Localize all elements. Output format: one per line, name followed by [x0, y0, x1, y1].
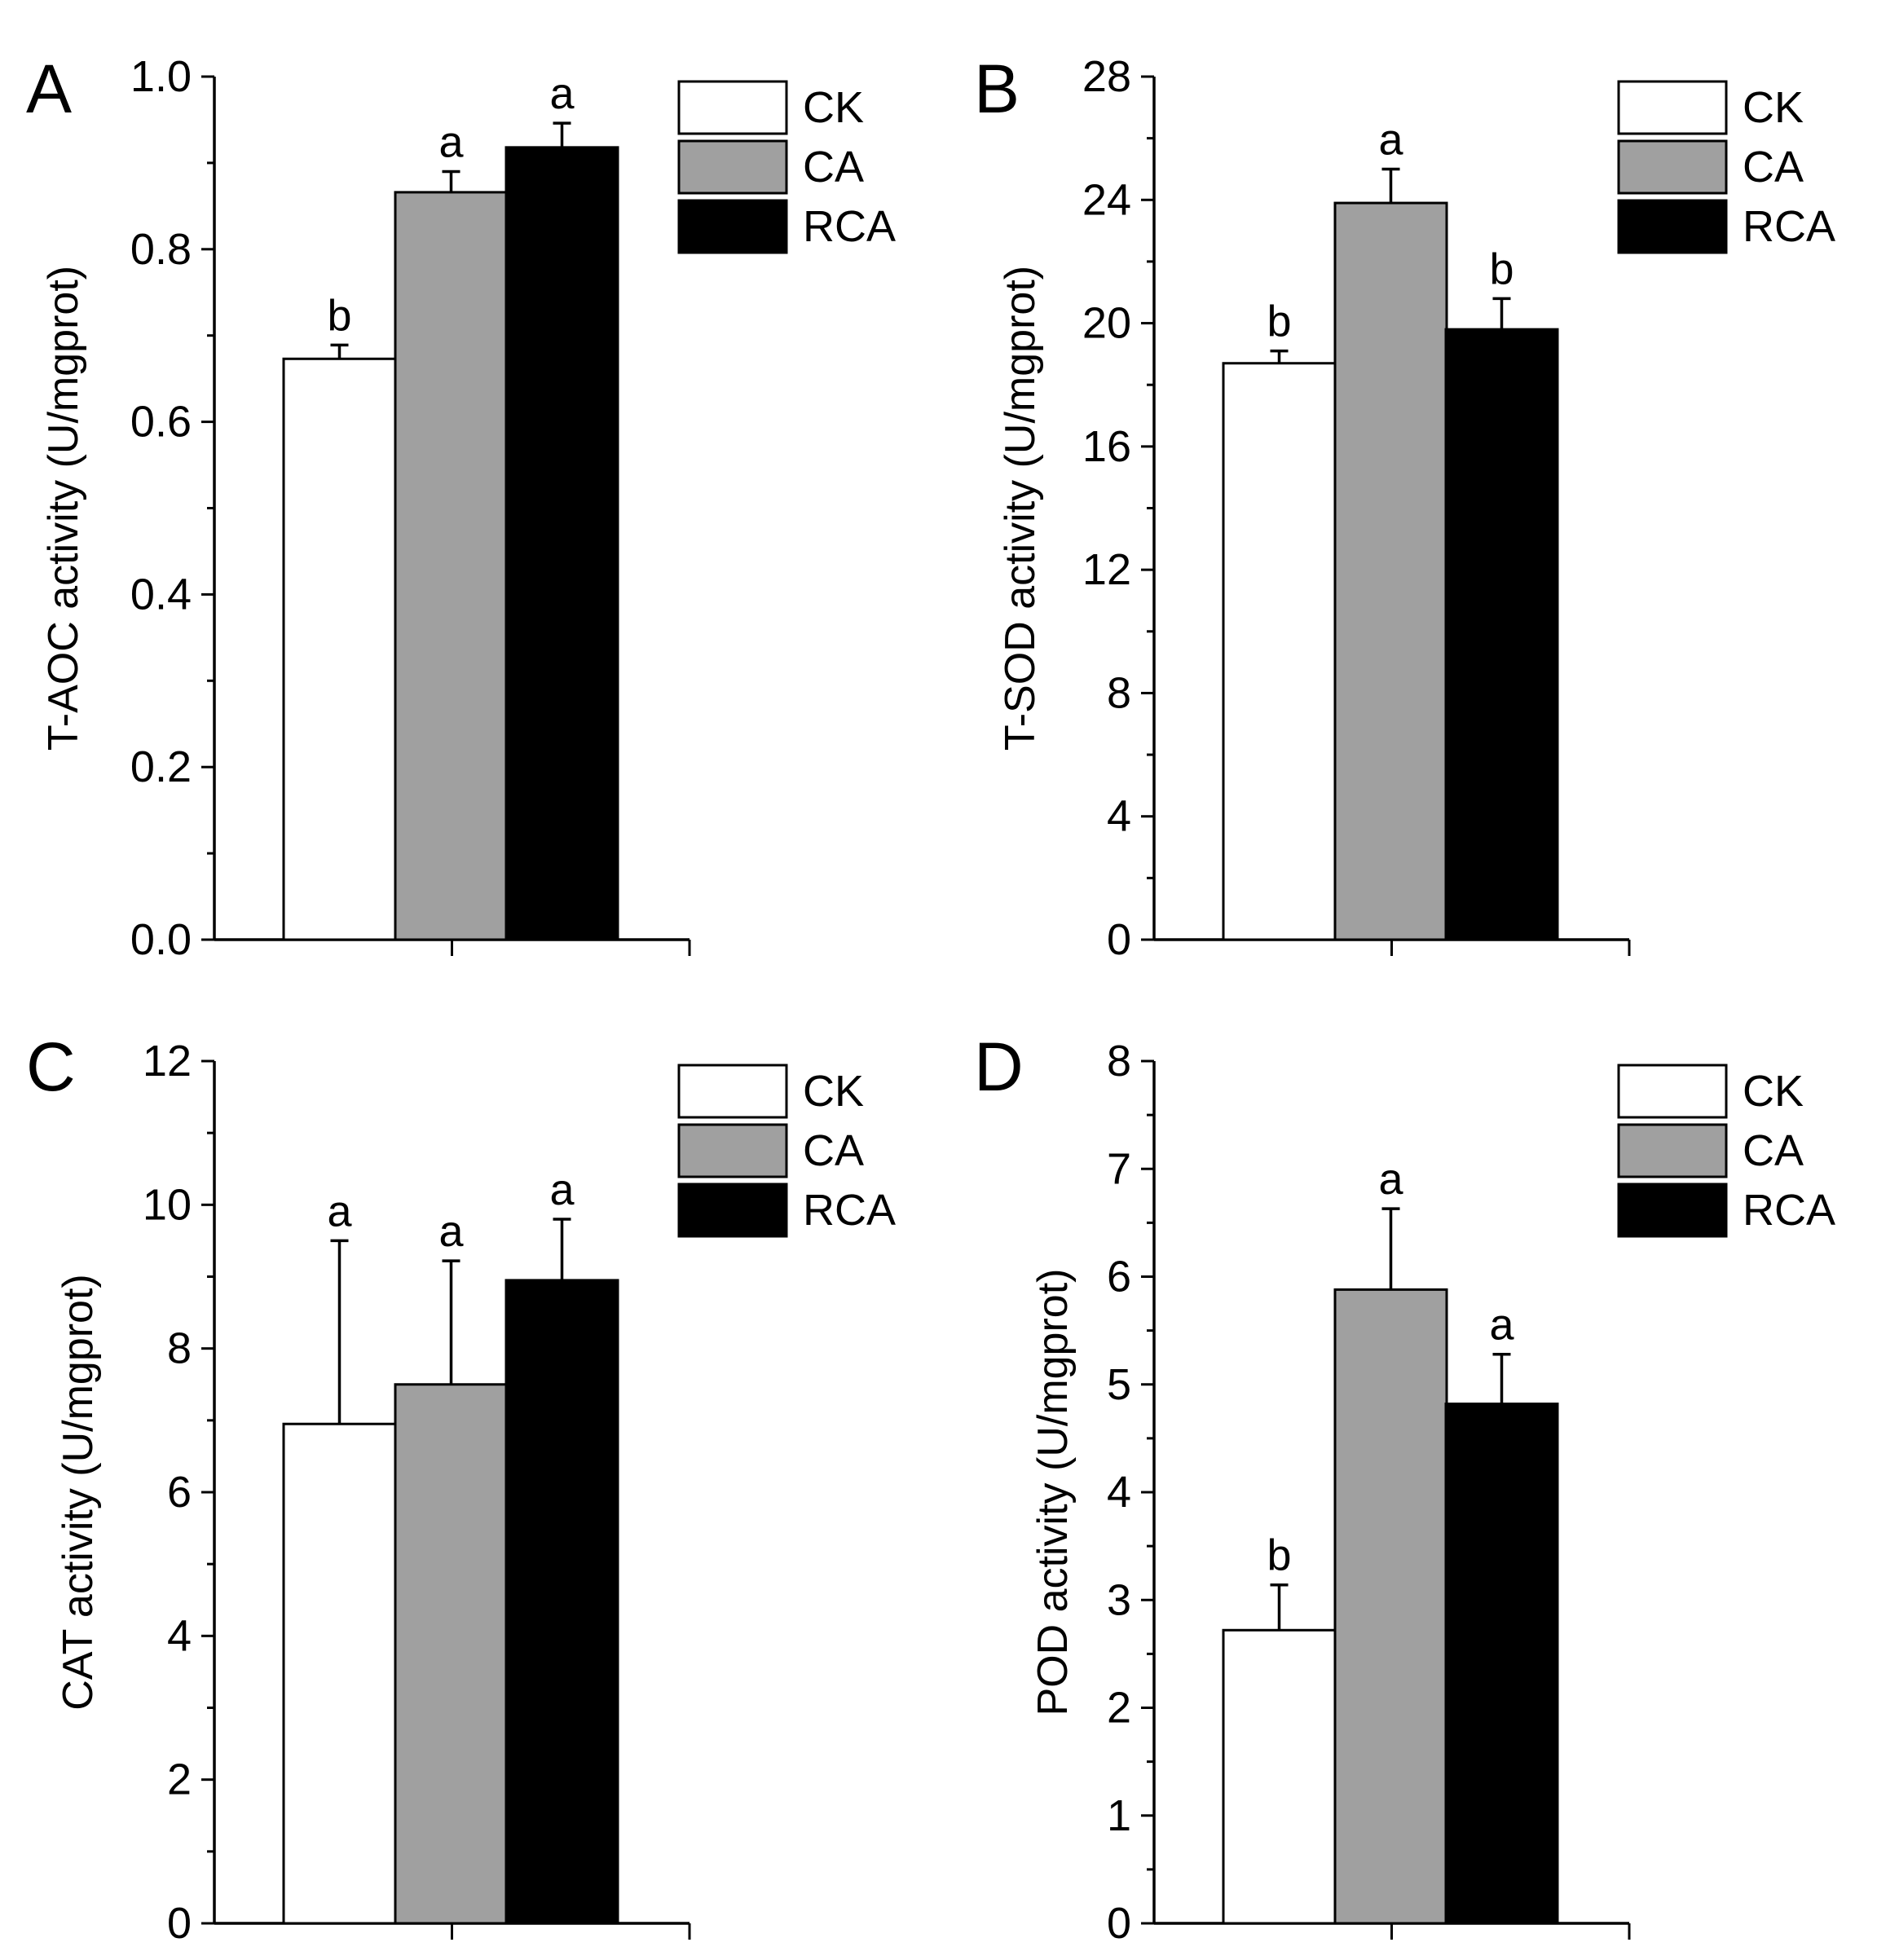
- y-tick-label: 0.2: [130, 742, 192, 791]
- significance-label: a: [1378, 1155, 1403, 1204]
- y-tick-label: 4: [1107, 792, 1131, 841]
- panel-letter: C: [26, 1028, 76, 1105]
- y-tick-label: 8: [1107, 668, 1131, 717]
- y-tick-label: 5: [1107, 1360, 1131, 1409]
- panel-c: C 0 2 4 6 8 10 12 CAT activity (U/mgprot) a a a CK CA…: [26, 1028, 896, 1948]
- significance-label: a: [549, 1165, 575, 1214]
- bar-ck: [282, 1422, 397, 1925]
- legend-swatch-ck: [1617, 80, 1728, 135]
- panel-letter: B: [974, 51, 1020, 127]
- legend-label: CA: [803, 143, 864, 192]
- panel-d: D 0 1 2 3 4 5 6 7 8 POD activity (U/mgprot) b a a CK CA…: [974, 1028, 1835, 1948]
- y-tick-label: 2: [1107, 1684, 1131, 1733]
- legend-label: RCA: [803, 202, 896, 251]
- legend-swatch-rca: [677, 1183, 788, 1238]
- y-tick-label: 2: [167, 1755, 192, 1804]
- legend-swatch-ca: [1617, 1123, 1728, 1178]
- legend-label: CA: [1743, 143, 1804, 192]
- legend-swatch-ck: [677, 1064, 788, 1119]
- bar-ck: [1222, 1628, 1337, 1925]
- y-tick-label: 8: [167, 1324, 192, 1373]
- legend-label: RCA: [803, 1186, 896, 1235]
- panel-a: A 0.0 0.2 0.4 0.6 0.8 1.0 T-AOC activity (U/mgp…: [26, 51, 896, 964]
- legend-label: CK: [1743, 1067, 1804, 1116]
- significance-label: b: [1267, 1531, 1291, 1580]
- y-tick-label: 3: [1107, 1575, 1131, 1624]
- legend-label: CK: [803, 1067, 864, 1116]
- y-tick-label: 0: [167, 1899, 192, 1948]
- y-axis-label: T-SOD activity (U/mgprot): [997, 266, 1044, 751]
- significance-label: a: [1489, 1301, 1514, 1350]
- bar-ca: [394, 191, 509, 941]
- y-tick-label: 0.4: [130, 570, 192, 619]
- legend-swatch-rca: [1617, 1183, 1728, 1238]
- bar-ca: [394, 1383, 509, 1925]
- panel-letter: A: [26, 51, 72, 127]
- significance-label: b: [1267, 297, 1291, 346]
- significance-label: a: [438, 1207, 464, 1256]
- y-axis-label: POD activity (U/mgprot): [1029, 1269, 1077, 1716]
- y-axis-label: CAT activity (U/mgprot): [55, 1274, 102, 1711]
- legend-label: RCA: [1743, 1186, 1835, 1235]
- bar-ca: [1333, 1288, 1448, 1925]
- legend-label: RCA: [1743, 202, 1835, 251]
- significance-label: a: [327, 1187, 352, 1235]
- y-tick-label: 8: [1107, 1037, 1131, 1086]
- legend-label: CA: [803, 1126, 864, 1175]
- bar-ck: [1222, 362, 1337, 941]
- y-tick-label: 4: [167, 1611, 192, 1660]
- y-tick-label: 0: [1107, 1899, 1131, 1948]
- bar-rca: [1444, 328, 1559, 941]
- y-tick-label: 12: [143, 1037, 192, 1086]
- y-tick-label: 6: [1107, 1253, 1131, 1302]
- significance-label: a: [438, 117, 464, 166]
- bar-rca: [504, 1279, 619, 1925]
- y-tick-label: 16: [1082, 422, 1131, 471]
- significance-label: b: [1489, 244, 1513, 293]
- y-tick-label: 28: [1082, 52, 1131, 101]
- legend-swatch-rca: [1617, 199, 1728, 254]
- panel-b: B 0 4 8 12 16 20 24 28 T-SOD activity (U/mgprot) b…: [974, 51, 1835, 964]
- bar-ck: [282, 357, 397, 941]
- legend-label: CK: [803, 83, 864, 132]
- y-tick-label: 24: [1082, 175, 1131, 224]
- legend-swatch-ck: [1617, 1064, 1728, 1119]
- bar-rca: [1444, 1403, 1559, 1925]
- legend-swatch-ca: [677, 139, 788, 195]
- y-tick-label: 0.8: [130, 225, 192, 274]
- significance-label: a: [549, 69, 575, 118]
- significance-label: b: [327, 291, 351, 340]
- legend-label: CK: [1743, 83, 1804, 132]
- legend-label: CA: [1743, 1126, 1804, 1175]
- legend-swatch-ck: [677, 80, 788, 135]
- bar-rca: [504, 146, 619, 941]
- y-tick-label: 0.0: [130, 915, 192, 964]
- y-tick-label: 20: [1082, 299, 1131, 348]
- y-tick-label: 0.6: [130, 398, 192, 447]
- bar-ca: [1333, 201, 1448, 941]
- y-axis-label: T-AOC activity (U/mgprot): [40, 266, 87, 751]
- y-tick-label: 12: [1082, 545, 1131, 594]
- y-tick-label: 1: [1107, 1791, 1131, 1840]
- y-tick-label: 1.0: [130, 52, 192, 101]
- y-tick-label: 0: [1107, 915, 1131, 964]
- y-tick-label: 7: [1107, 1144, 1131, 1193]
- y-tick-label: 10: [143, 1180, 192, 1229]
- legend-swatch-ca: [1617, 139, 1728, 195]
- legend-swatch-rca: [677, 199, 788, 254]
- panel-letter: D: [974, 1028, 1024, 1105]
- significance-label: a: [1378, 115, 1403, 164]
- legend-swatch-ca: [677, 1123, 788, 1178]
- y-tick-label: 6: [167, 1468, 192, 1517]
- y-tick-label: 4: [1107, 1468, 1131, 1517]
